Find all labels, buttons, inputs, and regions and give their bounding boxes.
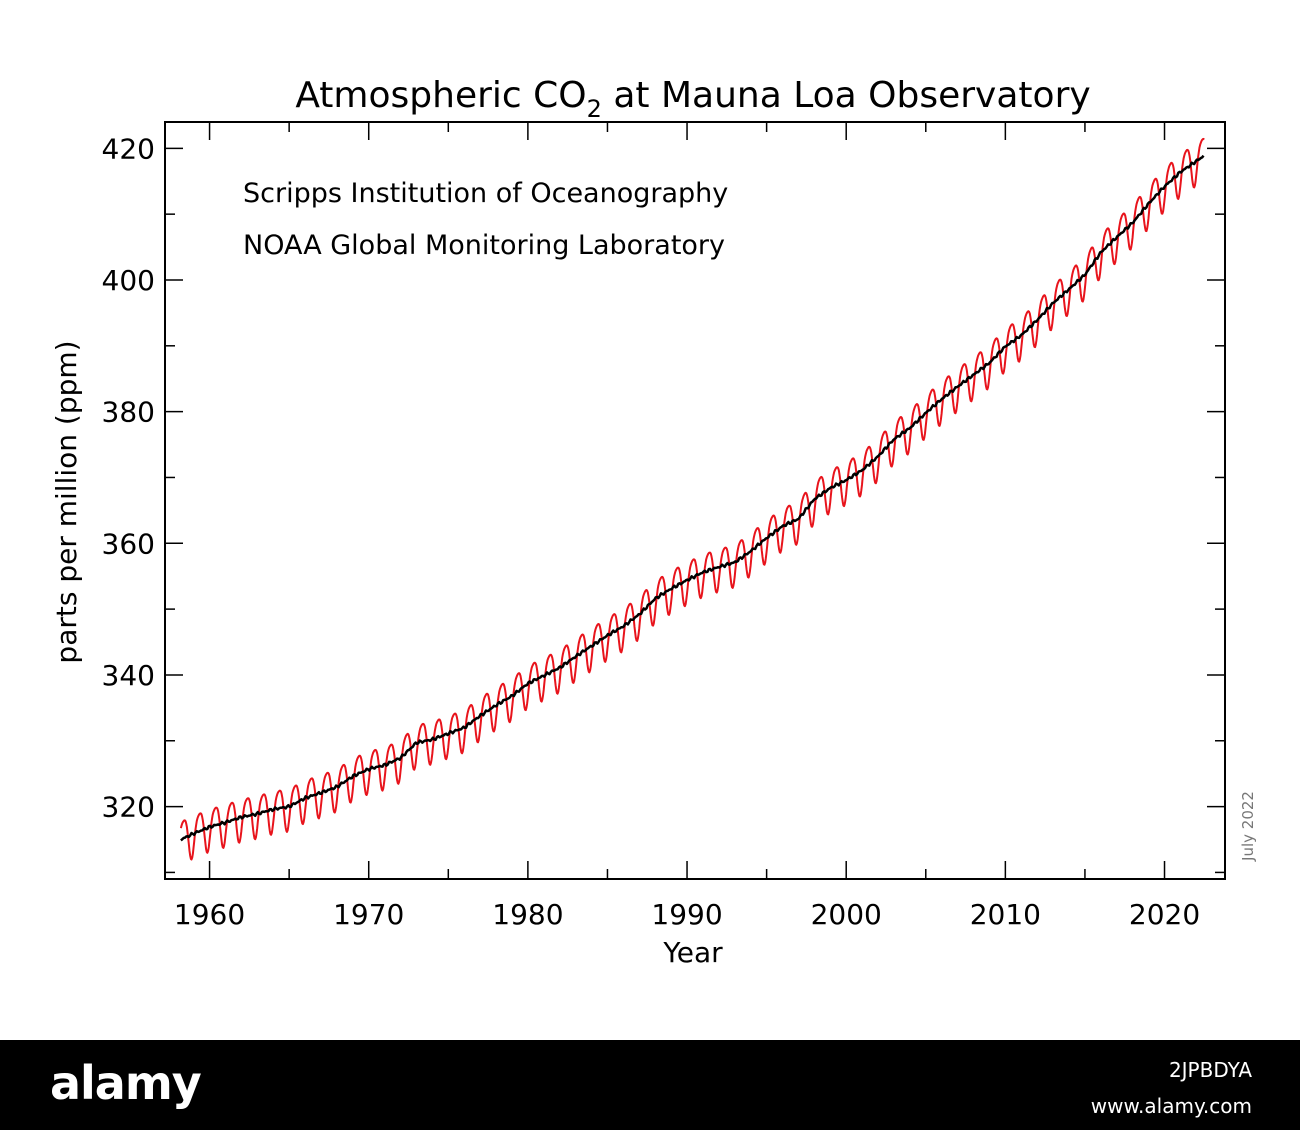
chart-title-subscript: 2 [587,95,602,123]
chart-title: Atmospheric CO2 at Mauna Loa Observatory [295,75,1090,123]
plot-frame [164,121,1226,880]
x-tick-label: 1970 [333,898,404,931]
x-tick-label: 1980 [492,898,563,931]
y-tick-label: 420 [102,132,155,165]
annotation-scripps: Scripps Institution of Oceanography [243,178,728,209]
y-axis-ticks: 320 340 360 380 400 420 [102,132,1225,874]
x-tick-label: 2010 [970,898,1041,931]
chart-title-main: Atmospheric CO [295,75,586,116]
chart-title-suffix: at Mauna Loa Observatory [602,75,1091,116]
series-trend-line [180,154,1205,842]
x-axis-label: Year [662,936,723,969]
x-tick-label: 2020 [1129,898,1200,931]
date-stamp: July 2022 [1239,791,1257,862]
series-layer [179,137,1205,861]
y-tick-label: 320 [102,791,155,824]
y-tick-label: 360 [102,527,155,560]
y-axis-label: parts per million (ppm) [50,340,83,663]
footer-bar: alamy 2JPBDYA www.alamy.com [0,1040,1300,1130]
footer-image-id: 2JPBDYA [1168,1058,1252,1082]
series-monthly-line [179,137,1205,861]
footer-logo: alamy [50,1056,202,1110]
x-tick-label: 1960 [174,898,245,931]
annotation-noaa: NOAA Global Monitoring Laboratory [243,230,725,261]
x-axis-ticks: 1960 1970 1980 1990 2000 2010 2020 [174,122,1200,931]
co2-chart: Atmospheric CO2 at Mauna Loa Observatory… [50,75,1257,969]
y-tick-label: 400 [102,264,155,297]
x-tick-label: 1990 [651,898,722,931]
y-tick-label: 340 [102,659,155,692]
x-tick-label: 2000 [811,898,882,931]
y-tick-label: 380 [102,396,155,429]
footer-url: www.alamy.com [1090,1094,1252,1118]
